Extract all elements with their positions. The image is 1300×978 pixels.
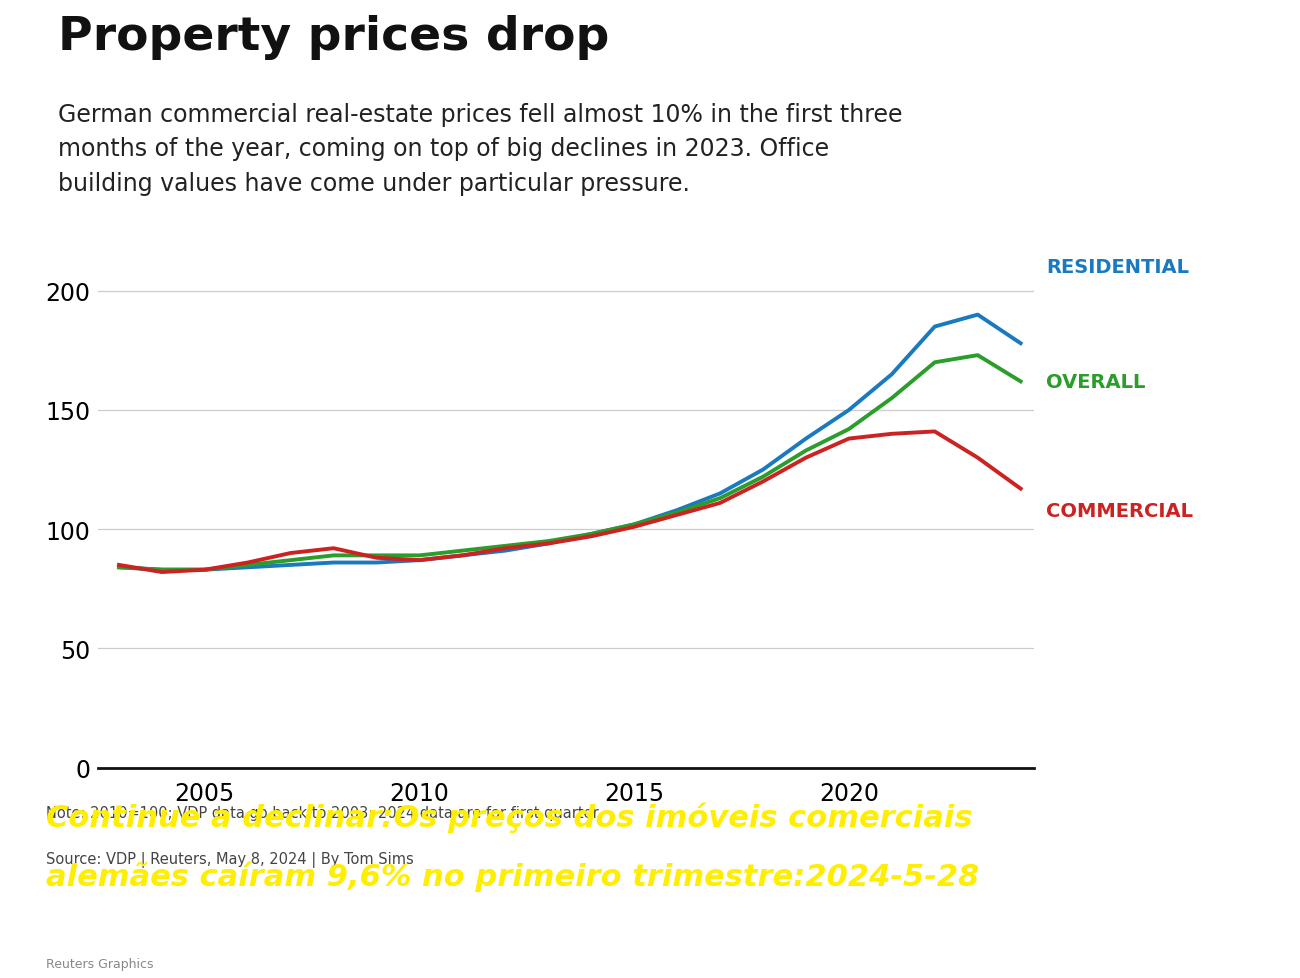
Text: Note: 2010=100; VDP data go back to 2003; 2024 data are for first quarter: Note: 2010=100; VDP data go back to 2003… — [46, 805, 598, 820]
Text: COMMERCIAL: COMMERCIAL — [1046, 501, 1193, 520]
Text: Property prices drop: Property prices drop — [58, 15, 610, 60]
Text: German commercial real-estate prices fell almost 10% in the first three
months o: German commercial real-estate prices fel… — [58, 103, 903, 196]
Text: Reuters Graphics: Reuters Graphics — [46, 957, 153, 970]
Text: alemães caíram 9,6% no primeiro trimestre:2024-5-28: alemães caíram 9,6% no primeiro trimestr… — [46, 861, 979, 891]
Text: RESIDENTIAL: RESIDENTIAL — [1046, 258, 1190, 277]
Text: OVERALL: OVERALL — [1046, 373, 1145, 391]
Text: Source: VDP | Reuters, May 8, 2024 | By Tom Sims: Source: VDP | Reuters, May 8, 2024 | By … — [46, 851, 413, 867]
Text: Continue a declinar:Os preços dos imóveis comerciais: Continue a declinar:Os preços dos imóvei… — [46, 802, 972, 832]
